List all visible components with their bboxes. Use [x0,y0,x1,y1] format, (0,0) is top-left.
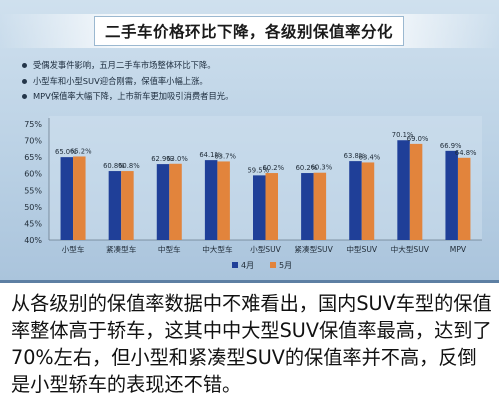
bar [265,173,278,240]
data-label: 65.2% [70,147,92,155]
bullet-dot-icon [22,63,27,69]
bar [445,150,458,240]
data-label: 60.2% [296,164,318,172]
data-label: 69.0% [407,135,429,143]
x-tick-label: 中大型SUV [391,244,430,254]
bullet-list: 受偶发事件影响，五月二手车市场整体环比下降。 小型车和小型SUV迎合刚需，保值率… [22,58,492,105]
bar [60,157,74,240]
data-label: 60.8% [118,162,140,170]
x-tick-label: 中型车 [158,244,181,254]
y-tick-label: 40% [24,236,42,245]
bar [361,162,375,240]
bar [397,140,410,240]
bullet-text: 小型车和小型SUV迎合刚需，保值率小幅上涨。 [33,75,208,86]
data-label: 62.9% [151,155,173,163]
data-label: 64.8% [455,149,477,157]
data-label: 63.8% [344,152,366,160]
data-label: 63.0% [166,155,188,163]
data-label: 63.4% [359,153,381,161]
caption-text: 从各级别的保值率数据中不难看出，国内SUV车型的保值率整体高于轿车，这其中中大型… [11,292,492,396]
bar [313,172,327,240]
data-label: 64.1% [199,151,221,159]
x-tick-label: MPV [450,245,467,254]
y-tick-label: 65% [24,153,42,162]
bar [204,160,218,240]
bullet-text: 受偶发事件影响，五月二手车市场整体环比下降。 [33,60,216,70]
data-label: 60.2% [262,164,284,172]
x-tick-label: 中大型车 [202,244,233,254]
y-tick-label: 55% [24,186,42,195]
x-tick-label: 紧凑型SUV [294,244,333,254]
data-label: 63.7% [214,152,236,160]
data-label: 60.8% [103,162,125,170]
legend-swatch [232,262,238,268]
divider [0,280,499,283]
bar [217,161,230,240]
bullet-item: 受偶发事件影响，五月二手车市场整体环比下降。 [22,58,492,74]
data-label: 60.3% [311,164,333,172]
chart-title: 二手车价格环比下降，各级别保值率分化 [94,16,404,46]
bar [73,156,86,240]
bar [457,157,471,240]
bar [169,163,182,240]
bullet-dot-icon [22,78,27,84]
bar [253,175,266,240]
bullet-dot-icon [22,94,27,100]
bullet-text: MPV保值率大幅下降，上市新车更加吸引消费者目光。 [33,91,234,101]
x-tick-label: 中型SUV [346,244,378,254]
legend-label: 4月 [241,261,254,270]
bullet-item: 小型车和小型SUV迎合刚需，保值率小幅上涨。 [22,74,492,90]
y-tick-label: 75% [24,120,42,129]
y-tick-label: 60% [24,170,42,179]
bar [349,161,362,240]
data-label: 66.9% [440,142,462,150]
legend-swatch [270,262,276,268]
data-label: 59.5% [247,166,269,174]
data-label: 65.0% [55,148,77,156]
y-tick-label: 45% [24,219,42,228]
bar [121,171,134,240]
bar [409,143,423,240]
data-label: 70.1% [392,131,414,139]
x-tick-label: 小型车 [62,244,85,254]
x-tick-label: 紧凑型车 [106,244,137,254]
legend-label: 5月 [279,261,292,270]
x-tick-label: 小型SUV [250,244,282,254]
y-tick-label: 70% [24,137,42,146]
bar-chart: 40% 45% 50% 55% 60% 65% 70% 75% 65.0%65.2% 小型车 60.… [24,116,482,270]
bar [108,171,122,240]
bullet-item: MPV保值率大幅下降，上市新车更加吸引消费者目光。 [22,89,492,105]
infographic-panel: 二手车价格环比下降，各级别保值率分化 受偶发事件影响，五月二手车市场整体环比下降… [0,0,499,282]
bar [156,164,170,240]
bar [301,173,314,240]
y-tick-label: 50% [24,203,42,212]
